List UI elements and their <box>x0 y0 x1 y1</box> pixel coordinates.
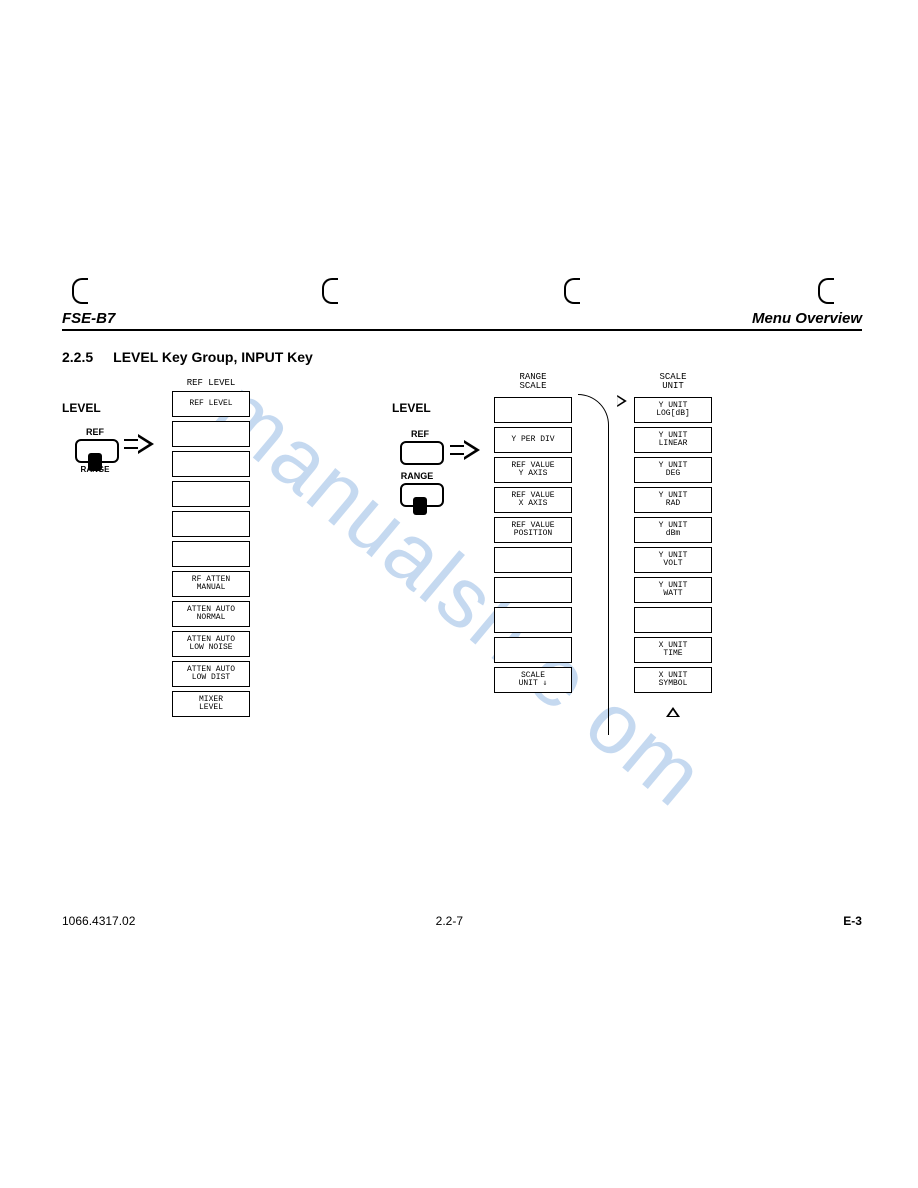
footer-left: 1066.4317.02 <box>62 914 135 928</box>
diagram-stage: LEVEL REF RANGE REF LEVEL REF LEVEL RF AT… <box>62 379 862 809</box>
key-range-label: RANGE <box>70 465 120 474</box>
softkey[interactable]: MIXERLEVEL <box>172 691 250 717</box>
key-ref-b[interactable] <box>400 441 444 465</box>
col-c-title: SCALE UNIT <box>634 373 712 392</box>
softkey[interactable] <box>172 421 250 447</box>
softkey[interactable]: Y UNITLOG[dB] <box>634 397 712 423</box>
group-a-label: LEVEL <box>62 401 101 415</box>
softkey[interactable]: X UNITTIME <box>634 637 712 663</box>
arrow-b-body <box>450 445 464 455</box>
softkey[interactable]: X UNITSYMBOL <box>634 667 712 693</box>
footer-right: E-3 <box>843 914 862 928</box>
softkey[interactable]: REF VALUEX AXIS <box>494 487 572 513</box>
arrow-a-body <box>124 439 138 449</box>
softkey[interactable] <box>494 607 572 633</box>
softkey[interactable]: Y UNITDEG <box>634 457 712 483</box>
key-ref-b-label: REF <box>395 429 445 439</box>
softkey[interactable]: Y PER DIV <box>494 427 572 453</box>
softkey[interactable] <box>172 451 250 477</box>
footer-center: 2.2-7 <box>436 914 463 928</box>
softkey[interactable] <box>494 637 572 663</box>
header-right: Menu Overview <box>752 310 862 327</box>
page-header: FSE-B7 Menu Overview <box>62 310 862 331</box>
section-title: LEVEL Key Group, INPUT Key <box>113 349 313 365</box>
softkey[interactable]: ATTEN AUTOLOW DIST <box>172 661 250 687</box>
key-ref-label: REF <box>70 427 120 437</box>
softkey-column-a: REF LEVEL RF ATTENMANUAL ATTEN AUTONORMAL A… <box>172 391 250 721</box>
hand-icon-b <box>413 497 427 515</box>
softkey[interactable]: REF VALUEY AXIS <box>494 457 572 483</box>
menu-arrow-head <box>617 395 627 407</box>
return-arrow-icon <box>666 707 680 717</box>
softkey-column-c: Y UNITLOG[dB] Y UNITLINEAR Y UNITDEG Y UNIT… <box>634 397 712 697</box>
softkey[interactable]: Y UNITRAD <box>634 487 712 513</box>
binder-mark <box>818 278 834 304</box>
page-body: FSE-B7 Menu Overview 2.2.5 LEVEL Key Gro… <box>62 310 862 809</box>
page-footer: 1066.4317.02 2.2-7 E-3 <box>62 914 862 928</box>
softkey[interactable] <box>172 481 250 507</box>
softkey[interactable]: REF VALUEPOSITION <box>494 517 572 543</box>
softkey[interactable] <box>172 541 250 567</box>
softkey[interactable]: Y UNITLINEAR <box>634 427 712 453</box>
softkey[interactable]: RF ATTENMANUAL <box>172 571 250 597</box>
menu-arrow-curve <box>578 394 609 735</box>
key-range-b-label: RANGE <box>392 471 442 481</box>
col-b-title: RANGE SCALE <box>494 373 572 392</box>
softkey[interactable]: SCALEUNIT ⇓ <box>494 667 572 693</box>
col-a-title: REF LEVEL <box>172 379 250 388</box>
softkey-column-b: Y PER DIV REF VALUEY AXIS REF VALUEX AXIS R… <box>494 397 572 697</box>
softkey[interactable]: ATTEN AUTONORMAL <box>172 601 250 627</box>
softkey[interactable]: ATTEN AUTOLOW NOISE <box>172 631 250 657</box>
binder-mark <box>564 278 580 304</box>
arrow-a-head <box>138 434 154 454</box>
softkey[interactable] <box>494 547 572 573</box>
softkey[interactable] <box>172 511 250 537</box>
softkey[interactable] <box>634 607 712 633</box>
softkey[interactable]: Y UNITdBm <box>634 517 712 543</box>
header-left: FSE-B7 <box>62 310 115 327</box>
binder-mark <box>322 278 338 304</box>
group-b-label: LEVEL <box>392 401 431 415</box>
softkey[interactable] <box>494 577 572 603</box>
binder-mark <box>72 278 88 304</box>
softkey[interactable] <box>494 397 572 423</box>
section-number: 2.2.5 <box>62 349 93 365</box>
arrow-b-head <box>464 440 480 460</box>
softkey[interactable]: Y UNITWATT <box>634 577 712 603</box>
softkey[interactable]: REF LEVEL <box>172 391 250 417</box>
section-heading: 2.2.5 LEVEL Key Group, INPUT Key <box>62 349 862 365</box>
softkey[interactable]: Y UNITVOLT <box>634 547 712 573</box>
